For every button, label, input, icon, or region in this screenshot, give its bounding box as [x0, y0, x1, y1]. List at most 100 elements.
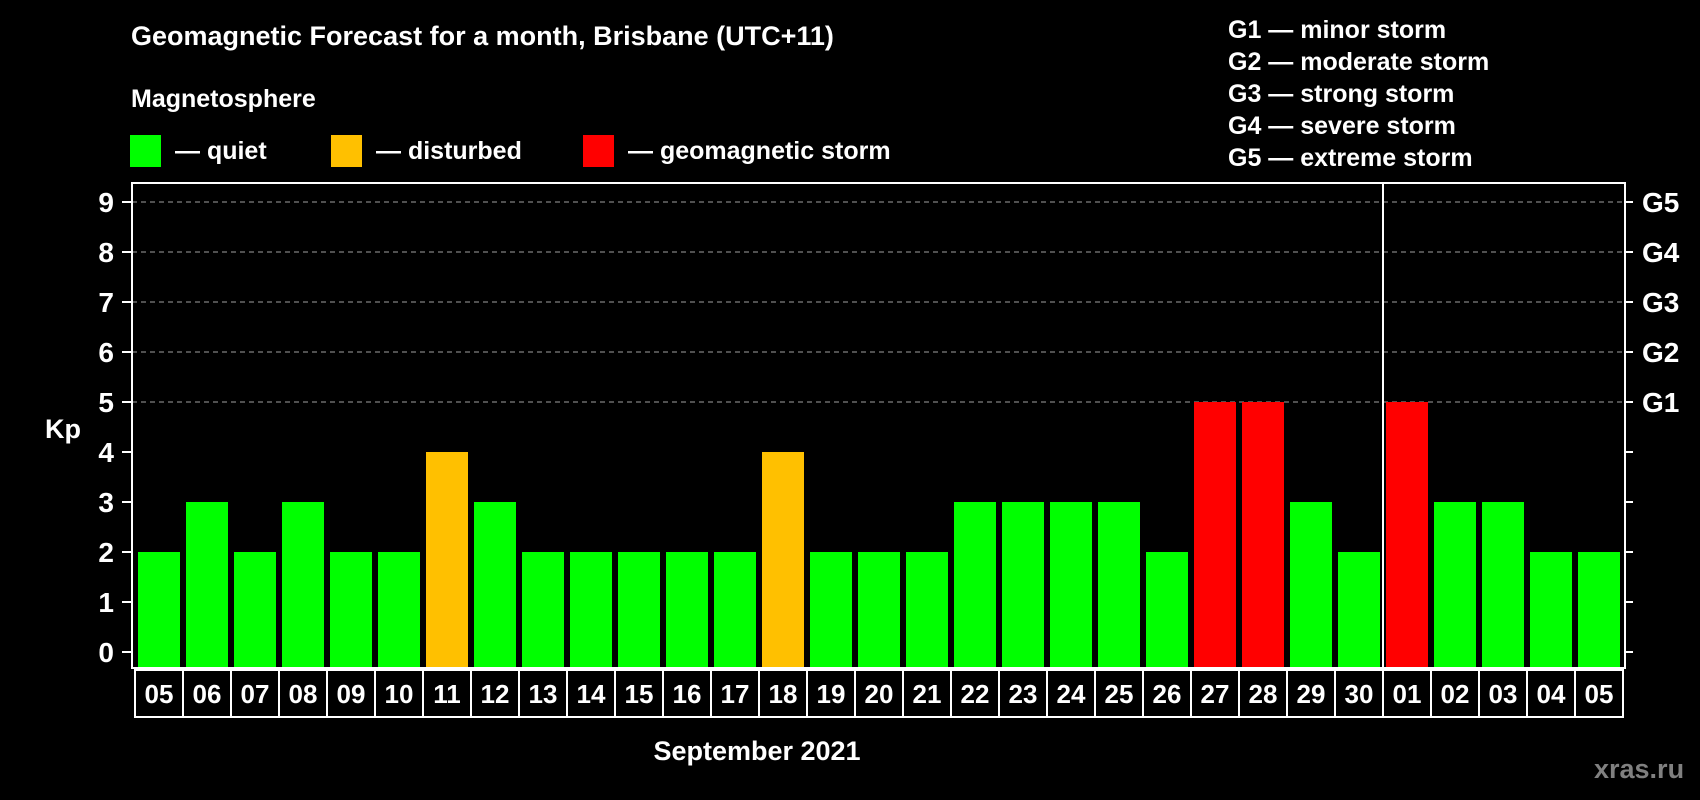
- y-tick-label: 7: [98, 287, 114, 318]
- legend-swatch-storm: [583, 135, 614, 167]
- storm-level-label-g4: G4: [1642, 237, 1680, 268]
- bar-20-quiet: [858, 552, 900, 668]
- date-label-12: 12: [481, 679, 510, 709]
- date-label-box: [1190, 669, 1240, 718]
- legend-item-storm: — geomagnetic storm: [583, 135, 891, 167]
- y-axis-title: Kp: [45, 414, 81, 444]
- y-tick-label: 8: [98, 237, 114, 268]
- date-label-box: [1478, 669, 1528, 718]
- bar-30-quiet: [1338, 552, 1380, 668]
- date-label-box: [998, 669, 1048, 718]
- date-label-17: 17: [721, 679, 750, 709]
- date-label-07: 07: [241, 679, 270, 709]
- date-label-box: [326, 669, 376, 718]
- date-label-24: 24: [1057, 679, 1086, 709]
- bar-11-disturbed: [426, 452, 468, 668]
- plot-frame: [131, 182, 1626, 669]
- date-label-box: [1382, 669, 1432, 718]
- date-label-box: [1046, 669, 1096, 718]
- bar-24-quiet: [1050, 502, 1092, 668]
- bar-10-quiet: [378, 552, 420, 668]
- y-tick-label: 0: [98, 637, 114, 668]
- date-label-box: [1238, 669, 1288, 718]
- date-label-box: [566, 669, 616, 718]
- date-label-23: 23: [1009, 679, 1038, 709]
- bars: [138, 402, 1620, 668]
- bar-15-quiet: [618, 552, 660, 668]
- bar-16-quiet: [666, 552, 708, 668]
- date-label-03: 03: [1489, 679, 1518, 709]
- y-tick-label: 6: [98, 337, 114, 368]
- chart-title: Geomagnetic Forecast for a month, Brisba…: [131, 21, 834, 51]
- bar-19-quiet: [810, 552, 852, 668]
- bar-18-disturbed: [762, 452, 804, 668]
- y-tick-label: 1: [98, 587, 114, 618]
- date-label-box: [662, 669, 712, 718]
- storm-scale-g4: G4 — severe storm: [1228, 112, 1456, 140]
- date-label-16: 16: [673, 679, 702, 709]
- legend-item-quiet: — quiet: [130, 135, 267, 167]
- bar-05-quiet: [1578, 552, 1620, 668]
- date-label-box: [950, 669, 1000, 718]
- bar-29-quiet: [1290, 502, 1332, 668]
- date-label-box: [1526, 669, 1576, 718]
- bar-12-quiet: [474, 502, 516, 668]
- date-label-box: [1286, 669, 1336, 718]
- bar-06-quiet: [186, 502, 228, 668]
- date-label-06: 06: [193, 679, 222, 709]
- x-axis-title: September 2021: [653, 736, 861, 766]
- storm-scale-g2: G2 — moderate storm: [1228, 48, 1490, 76]
- date-label-22: 22: [961, 679, 990, 709]
- date-label-25: 25: [1105, 679, 1134, 709]
- storm-level-label-g2: G2: [1642, 337, 1679, 368]
- date-label-box: [230, 669, 280, 718]
- bar-23-quiet: [1002, 502, 1044, 668]
- bar-14-quiet: [570, 552, 612, 668]
- y-tick-label: 2: [98, 537, 114, 568]
- date-label-29: 29: [1297, 679, 1326, 709]
- y-tick-label: 4: [98, 437, 114, 468]
- date-label-13: 13: [529, 679, 558, 709]
- bar-07-quiet: [234, 552, 276, 668]
- date-label-box: [518, 669, 568, 718]
- bar-22-quiet: [954, 502, 996, 668]
- date-label-26: 26: [1153, 679, 1182, 709]
- date-label-box: [182, 669, 232, 718]
- y-tick-label: 9: [98, 187, 114, 218]
- grid-lines: [132, 201, 1625, 403]
- date-label-30: 30: [1345, 679, 1374, 709]
- date-label-19: 19: [817, 679, 846, 709]
- bar-21-quiet: [906, 552, 948, 668]
- legend-swatch-disturbed: [331, 135, 362, 167]
- x-axis-date-labels: 05 06 07 08 09 10 11 12 13 14 15 16 17 18 19 20 21 22 23 24…: [134, 669, 1624, 718]
- date-label-04: 04: [1537, 679, 1566, 709]
- right-axis-storm-levels: G1 G2 G3 G4 G5: [1625, 187, 1680, 653]
- legend-label-disturbed: — disturbed: [376, 137, 522, 165]
- date-label-05: 05: [145, 679, 174, 709]
- date-label-box: [806, 669, 856, 718]
- date-label-09: 09: [337, 679, 366, 709]
- date-label-box: [902, 669, 952, 718]
- legend-item-disturbed: — disturbed: [331, 135, 522, 167]
- bar-02-quiet: [1434, 502, 1476, 668]
- date-label-box: [422, 669, 472, 718]
- legend-swatch-quiet: [130, 135, 161, 167]
- legend-title: Magnetosphere: [131, 85, 316, 113]
- date-label-08: 08: [289, 679, 318, 709]
- date-label-box: [470, 669, 520, 718]
- storm-scale-g1: G1 — minor storm: [1228, 16, 1447, 44]
- storm-level-label-g1: G1: [1642, 387, 1679, 418]
- date-label-box: [134, 669, 184, 718]
- date-label-box: [1334, 669, 1384, 718]
- date-label-21: 21: [913, 679, 942, 709]
- date-label-02: 02: [1441, 679, 1470, 709]
- date-label-box: [614, 669, 664, 718]
- bar-09-quiet: [330, 552, 372, 668]
- bar-27-storm: [1194, 402, 1236, 668]
- bar-08-quiet: [282, 502, 324, 668]
- storm-scale-g3: G3 — strong storm: [1228, 80, 1455, 108]
- date-label-15: 15: [625, 679, 654, 709]
- date-label-20: 20: [865, 679, 894, 709]
- bar-03-quiet: [1482, 502, 1524, 668]
